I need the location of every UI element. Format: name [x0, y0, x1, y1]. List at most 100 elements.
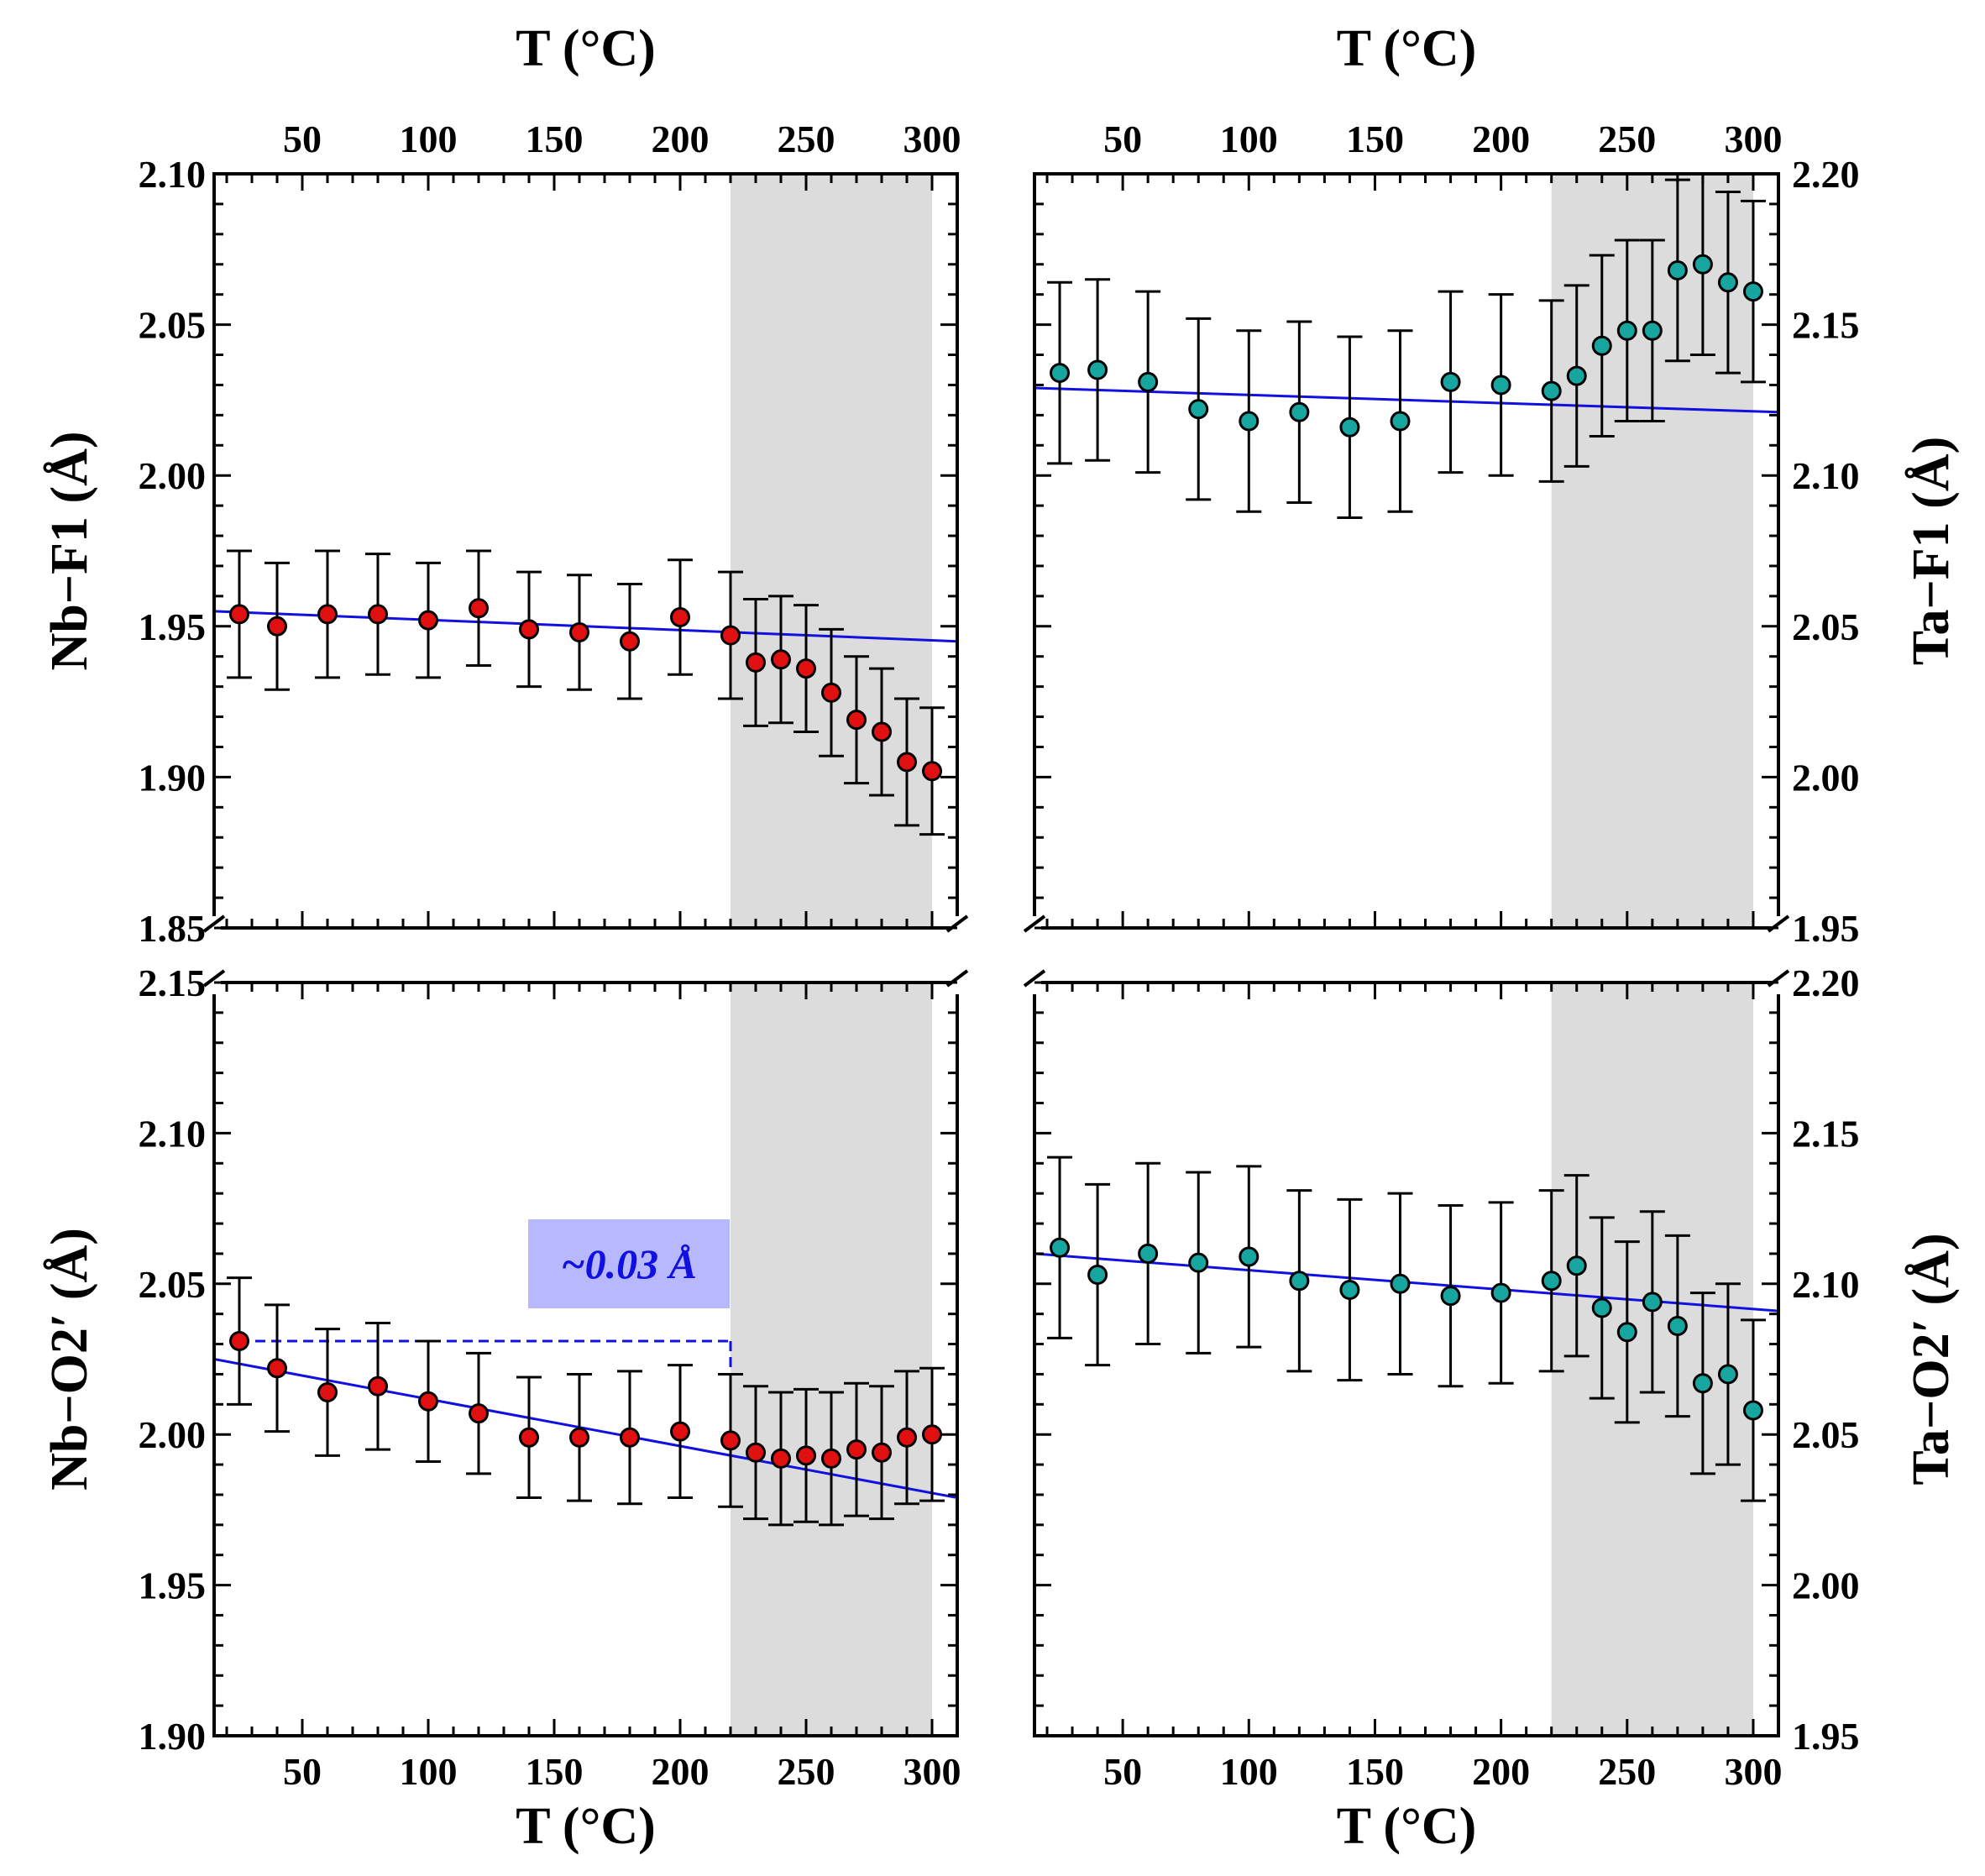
data-point: [317, 604, 338, 625]
x-tick-label: 250: [1598, 1750, 1656, 1793]
y-tick-label: 1.95: [1792, 1715, 1860, 1758]
data-point: [1566, 365, 1587, 386]
y-tick-label: 1.90: [139, 756, 207, 799]
y-tick-label: 2.10: [139, 1112, 207, 1155]
data-point: [1239, 411, 1260, 432]
data-point: [670, 607, 690, 628]
data-point: [746, 1442, 766, 1463]
data-point: [1667, 1316, 1688, 1337]
y-tick-label: 2.00: [1792, 756, 1860, 799]
data-point: [1138, 1243, 1159, 1264]
x-tick-label: 250: [778, 1750, 835, 1793]
data-point: [418, 610, 438, 631]
y-tick-label: 2.05: [1792, 605, 1860, 648]
x-tick-label: 50: [283, 1750, 322, 1793]
data-point: [872, 1442, 892, 1463]
data-point: [317, 1381, 338, 1402]
y-tick-label: 2.05: [139, 304, 207, 347]
data-point: [1541, 1271, 1562, 1292]
data-point: [821, 682, 841, 703]
y-tick-label: 2.10: [1792, 1263, 1860, 1306]
data-point: [846, 1439, 867, 1460]
data-point: [1566, 1255, 1587, 1276]
y-tick-label: 1.95: [139, 605, 207, 648]
axis-break-mark: [1023, 969, 1046, 988]
data-point: [796, 1445, 816, 1466]
data-point: [1490, 375, 1511, 396]
data-point: [1440, 371, 1461, 392]
x-tick-label: 50: [1103, 1750, 1142, 1793]
x-tick-label: 100: [400, 118, 458, 160]
data-point: [1591, 335, 1612, 356]
data-point: [1692, 1373, 1713, 1394]
x-tick-label: 250: [1598, 118, 1656, 160]
data-point: [229, 1330, 249, 1351]
data-point: [620, 1427, 640, 1448]
data-point: [922, 761, 942, 782]
annotation-text: ~0.03 Å: [561, 1240, 697, 1287]
data-point: [1339, 1279, 1360, 1300]
data-point: [1742, 281, 1763, 302]
data-point: [1742, 1400, 1763, 1421]
data-point: [1440, 1286, 1461, 1307]
y-tick-label: 2.05: [1792, 1413, 1860, 1456]
data-point: [1616, 320, 1637, 341]
x-axis-title: T (°C): [1337, 20, 1477, 77]
data-point: [1289, 1271, 1310, 1292]
data-point: [872, 721, 892, 742]
axis-break-mark: [1023, 914, 1046, 933]
x-tick-label: 50: [1103, 118, 1142, 160]
data-point: [1490, 1282, 1511, 1303]
x-tick-label: 200: [1472, 118, 1530, 160]
fit-line: [214, 1358, 957, 1500]
y-axis-title: Nb−O2′ (Å): [41, 1228, 98, 1491]
data-point: [720, 625, 741, 646]
data-point: [1667, 259, 1688, 280]
panel-nb-o2: ~0.03 Å 50 100 150 200 250 300 1.90 1.95 2.00 2.05…: [41, 962, 969, 1855]
data-point: [267, 1358, 287, 1379]
data-point: [267, 616, 287, 637]
data-point: [846, 710, 867, 731]
data-point: [418, 1391, 438, 1412]
data-point: [569, 621, 589, 642]
plot-frame: [212, 981, 959, 1737]
data-point: [1339, 417, 1360, 438]
data-point: [1087, 1265, 1108, 1286]
x-tick-label: 150: [1346, 118, 1404, 160]
x-tick-label: 100: [400, 1750, 458, 1793]
x-axis-title: T (°C): [1337, 1798, 1477, 1855]
y-tick-label: 2.15: [1792, 1112, 1860, 1155]
data-point: [771, 649, 791, 670]
data-point: [771, 1448, 791, 1469]
plot-frame: [1033, 172, 1780, 930]
data-point: [922, 1424, 942, 1445]
data-point: [469, 598, 489, 619]
x-tick-label: 100: [1220, 118, 1278, 160]
data-point: [897, 752, 917, 773]
x-tick-label: 100: [1220, 1750, 1278, 1793]
data-point: [469, 1403, 489, 1424]
y-tick-label: 2.20: [1792, 153, 1860, 196]
y-tick-label: 2.10: [139, 153, 207, 196]
shaded-region: [731, 174, 932, 928]
y-axis-title: Nb−F1 (Å): [41, 431, 98, 670]
x-tick-label: 200: [652, 118, 710, 160]
data-point: [1188, 1252, 1209, 1273]
data-point: [1541, 380, 1562, 401]
x-tick-label: 200: [652, 1750, 710, 1793]
plot-frame: [1033, 981, 1780, 1737]
data-point: [569, 1427, 589, 1448]
y-tick-label: 1.95: [1792, 907, 1860, 950]
y-tick-label: 2.15: [1792, 304, 1860, 347]
plot-frame: [212, 172, 959, 930]
y-tick-label: 2.00: [1792, 1564, 1860, 1607]
x-tick-label: 300: [903, 1750, 961, 1793]
data-point: [1717, 272, 1738, 293]
x-tick-label: 200: [1472, 1750, 1530, 1793]
data-point: [720, 1430, 741, 1451]
shaded-region: [731, 983, 932, 1736]
x-tick-label: 300: [903, 118, 961, 160]
data-point: [368, 604, 388, 625]
data-point: [1138, 371, 1159, 392]
x-tick-label: 150: [1346, 1750, 1404, 1793]
